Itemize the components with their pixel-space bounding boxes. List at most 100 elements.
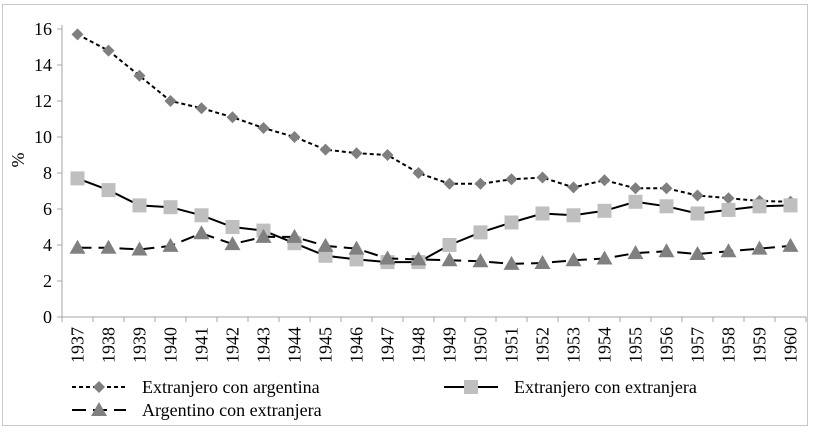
x-tick-label: 1958 xyxy=(719,327,739,363)
diamond-marker xyxy=(660,182,673,195)
square-marker xyxy=(597,203,612,218)
triangle-marker xyxy=(317,237,334,252)
triangle-marker xyxy=(596,250,613,265)
y-tick-label: 8 xyxy=(43,163,52,183)
diamond-marker xyxy=(629,182,642,195)
y-tick-label: 0 xyxy=(43,307,52,327)
square-marker xyxy=(318,248,333,263)
triangle-marker xyxy=(782,237,799,252)
series-triangle xyxy=(69,225,799,270)
diamond-marker xyxy=(226,111,239,124)
triangle-marker xyxy=(100,239,117,254)
triangle-marker xyxy=(720,243,737,258)
square-marker xyxy=(464,380,478,394)
series-line xyxy=(77,33,791,203)
diamond-marker xyxy=(93,381,105,393)
triangle-marker xyxy=(658,243,675,258)
y-tick-label: 12 xyxy=(34,91,52,111)
y-tick-label: 4 xyxy=(43,235,52,255)
square-marker xyxy=(225,220,240,234)
legend-label: Argentino con extranjera xyxy=(142,400,322,420)
legend: Extranjero con argentina Extranjero con e… xyxy=(72,377,697,420)
diamond-marker xyxy=(691,189,704,202)
triangle-marker xyxy=(503,255,520,270)
legend-item: Argentino con extranjera xyxy=(72,400,322,420)
triangle-marker xyxy=(565,252,582,267)
diamond-marker xyxy=(164,95,177,107)
diamond-marker xyxy=(443,177,456,190)
x-tick-label: 1948 xyxy=(409,327,429,363)
triangle-marker xyxy=(224,236,241,251)
diamond-marker xyxy=(505,173,518,186)
square-marker xyxy=(566,208,581,223)
triangle-marker xyxy=(534,255,551,269)
diamond-marker xyxy=(412,167,425,179)
diamond-marker xyxy=(381,149,394,161)
x-tick-label: 1955 xyxy=(626,327,646,363)
y-tick-label: 16 xyxy=(34,19,52,39)
series-line xyxy=(77,232,791,265)
x-tick-label: 1938 xyxy=(99,327,119,363)
square-marker xyxy=(101,183,116,198)
axes: 0 2 4 6 8 10 12 14 16 1937 1938 1939 1940 1941 1942 194… xyxy=(34,19,807,363)
series-line xyxy=(77,177,791,264)
x-tick-label: 1952 xyxy=(533,327,553,363)
x-tick-label: 1953 xyxy=(564,327,584,363)
diamond-marker xyxy=(133,69,146,82)
x-tick-label: 1954 xyxy=(595,327,615,363)
triangle-marker xyxy=(379,250,396,265)
diamond-marker xyxy=(474,177,487,190)
x-tick-label: 1943 xyxy=(254,327,274,363)
x-tick-label: 1950 xyxy=(471,327,491,363)
square-marker xyxy=(132,198,147,213)
diamond-marker xyxy=(319,143,332,156)
triangle-marker xyxy=(131,241,148,256)
triangle-marker xyxy=(472,253,489,268)
square-marker xyxy=(721,202,736,217)
triangle-marker xyxy=(751,240,768,255)
triangle-marker xyxy=(91,402,107,416)
y-axis-label: % xyxy=(8,153,28,168)
square-marker xyxy=(442,238,457,252)
x-tick-label: 1946 xyxy=(347,327,367,363)
x-tick-label: 1945 xyxy=(316,327,336,363)
x-tick-label: 1939 xyxy=(130,327,150,363)
triangle-marker xyxy=(255,228,272,243)
triangle-marker xyxy=(193,225,210,240)
square-marker xyxy=(349,252,364,267)
chart-frame xyxy=(2,4,808,426)
square-marker xyxy=(752,199,767,214)
x-tick-label: 1949 xyxy=(440,327,460,363)
x-tick-label: 1959 xyxy=(750,327,770,363)
square-marker xyxy=(473,225,488,240)
x-tick-label: 1951 xyxy=(502,327,522,363)
diamond-marker xyxy=(71,28,84,41)
y-tick-label: 10 xyxy=(34,127,52,147)
square-marker xyxy=(628,194,643,209)
series-group xyxy=(69,28,799,270)
diamond-marker xyxy=(195,102,208,115)
triangle-marker xyxy=(69,239,86,254)
square-marker xyxy=(163,200,178,215)
legend-item: Extranjero con extranjera xyxy=(444,377,697,397)
triangle-marker xyxy=(410,251,427,266)
square-marker xyxy=(70,171,85,186)
x-tick-label: 1957 xyxy=(688,327,708,363)
y-tick-label: 14 xyxy=(34,55,52,75)
triangle-marker xyxy=(286,228,303,243)
legend-item: Extranjero con argentina xyxy=(72,377,320,397)
square-marker xyxy=(535,206,550,221)
diamond-marker xyxy=(598,174,611,187)
diamond-marker xyxy=(722,192,735,205)
x-tick-label: 1940 xyxy=(161,327,181,363)
square-marker xyxy=(659,199,674,214)
series-square xyxy=(70,171,798,270)
y-tick-label: 2 xyxy=(43,271,52,291)
triangle-marker xyxy=(627,245,644,260)
triangle-marker xyxy=(441,252,458,267)
x-tick-label: 1942 xyxy=(223,327,243,363)
diamond-marker xyxy=(257,122,270,134)
series-diamond xyxy=(71,28,797,208)
square-marker xyxy=(504,215,519,230)
